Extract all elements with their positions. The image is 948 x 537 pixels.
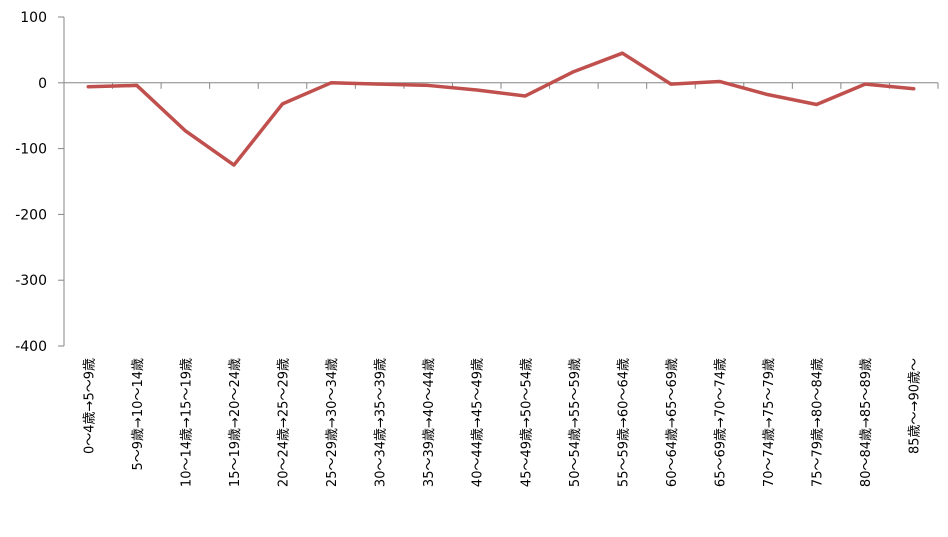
y-tick-label: -300 [15, 273, 47, 289]
y-tick-label: 100 [20, 10, 47, 26]
x-category-label: 60～64歳→65～69歳 [665, 358, 680, 487]
x-category-label: 0～4歳→5～9歳 [82, 358, 97, 454]
x-category-label: 30～34歳→35～39歳 [374, 358, 389, 487]
x-category-label: 85歳～→90歳～ [908, 358, 923, 454]
x-category-label: 20～24歳→25～29歳 [277, 358, 292, 487]
x-category-label: 70～74歳→75～79歳 [762, 358, 777, 487]
x-category-label: 65～69歳→70～74歳 [714, 358, 729, 487]
x-category-label: 5～9歳→10～14歳 [131, 358, 146, 471]
series-line [86, 51, 916, 167]
y-axis: 100 0 -100 -200 -300 -400 [15, 10, 65, 355]
y-tick-label: -100 [15, 142, 47, 158]
x-category-label: 50～54歳→55～59歳 [568, 358, 583, 487]
x-category-label: 45～49歳→50～54歳 [519, 358, 534, 487]
x-category-label: 75～79歳→80～84歳 [811, 358, 826, 487]
x-category-label: 55～59歳→60～64歳 [616, 358, 631, 487]
x-category-label: 25～29歳→30～34歳 [325, 358, 340, 487]
series-layer [86, 51, 916, 167]
y-tick-label: 0 [38, 76, 47, 92]
x-category-label: 80～84歳→85～89歳 [859, 358, 874, 487]
x-category-label: 35～39歳→40～44歳 [422, 358, 437, 487]
y-tick-label: -200 [15, 207, 47, 223]
y-tick-label: -400 [15, 339, 47, 355]
x-category-label: 15～19歳→20～24歳 [228, 358, 243, 487]
x-axis: 0～4歳→5～9歳 5～9歳→10～14歳 10～14歳→15～19歳 15～19歳→… [63, 82, 939, 487]
x-category-label: 40～44歳→45～49歳 [471, 358, 486, 487]
x-category-label: 10～14歳→15～19歳 [179, 358, 194, 487]
